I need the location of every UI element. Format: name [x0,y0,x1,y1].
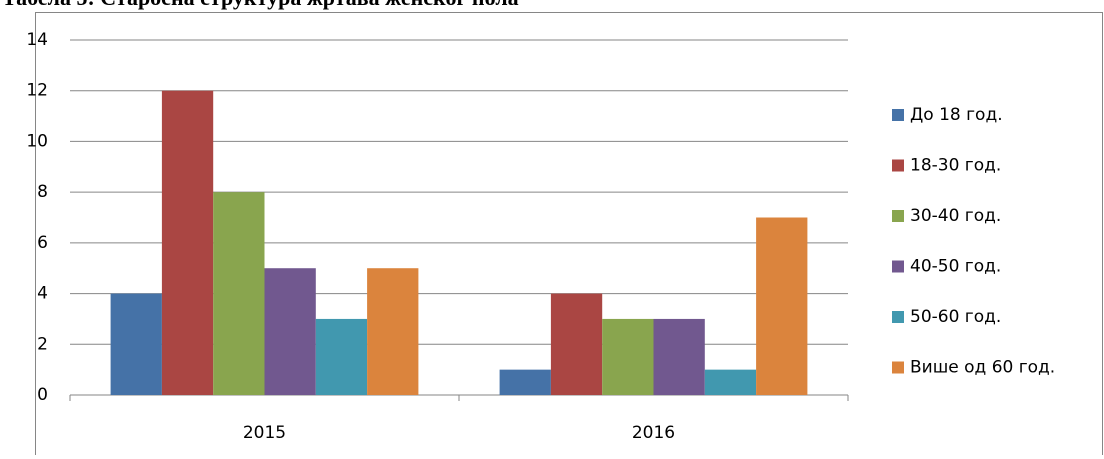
legend-swatch [892,210,904,222]
y-tick-label: 14 [26,30,48,50]
y-tick-label: 0 [37,385,48,405]
y-tick-label: 2 [37,334,48,354]
y-tick-label: 6 [37,233,48,253]
bar [550,293,603,395]
bar [161,90,214,395]
legend-label: До 18 год. [910,105,1003,125]
legend-swatch [892,361,904,374]
bar [756,217,808,395]
bar [499,369,551,395]
bar [264,268,316,395]
bar [110,293,162,395]
bar [602,318,654,395]
y-tick-label: 10 [26,131,48,151]
bar [213,192,265,395]
bar [367,268,419,395]
x-tick-label: 2016 [632,423,675,443]
chart-title: Табела 5: Старосна структура жртава женс… [2,0,519,10]
legend-label: 18-30 год. [910,156,1001,176]
legend-label: Више од 60 год. [910,358,1055,378]
y-tick-label: 12 [26,81,48,101]
legend-label: 30-40 год. [910,206,1001,226]
y-tick-label: 8 [37,182,48,202]
legend-swatch [892,109,904,121]
y-tick-label: 4 [37,284,48,304]
legend-label: 40-50 год. [910,257,1001,277]
legend-label: 50-60 год. [910,307,1001,327]
bar [653,318,705,395]
bar [704,369,757,395]
chart-frame [35,12,1103,459]
legend-swatch [892,159,904,172]
legend-swatch [892,311,904,323]
x-tick-label: 2015 [243,423,286,443]
bar [315,318,368,395]
legend-swatch [892,260,904,273]
